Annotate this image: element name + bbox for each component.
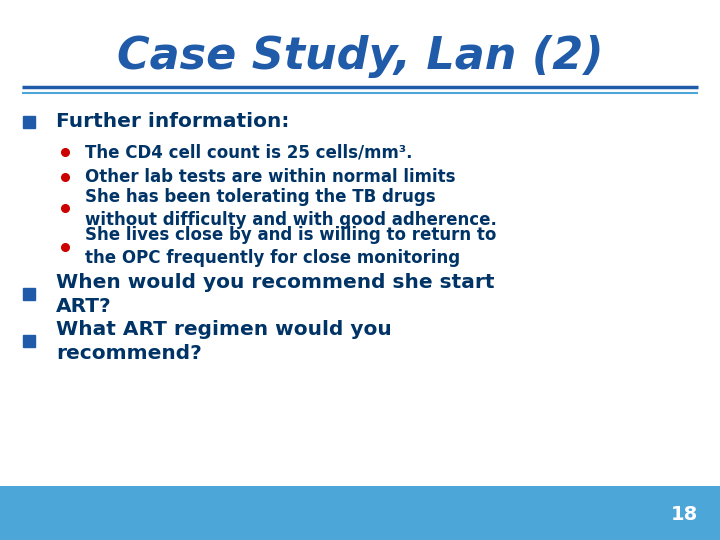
Text: When would you recommend she start
ART?: When would you recommend she start ART? [56, 273, 495, 316]
Text: She lives close by and is willing to return to
the OPC frequently for close moni: She lives close by and is willing to ret… [85, 226, 496, 267]
Text: What ART regimen would you
recommend?: What ART regimen would you recommend? [56, 320, 392, 363]
FancyBboxPatch shape [0, 486, 720, 540]
Text: 18: 18 [671, 504, 698, 524]
Text: Case Study, Lan (2): Case Study, Lan (2) [117, 35, 603, 78]
Text: Other lab tests are within normal limits: Other lab tests are within normal limits [85, 168, 456, 186]
Text: The CD4 cell count is 25 cells/mm³.: The CD4 cell count is 25 cells/mm³. [85, 143, 413, 161]
Text: She has been tolerating the TB drugs
without difficulty and with good adherence.: She has been tolerating the TB drugs wit… [85, 188, 497, 229]
Text: Further information:: Further information: [56, 112, 289, 131]
